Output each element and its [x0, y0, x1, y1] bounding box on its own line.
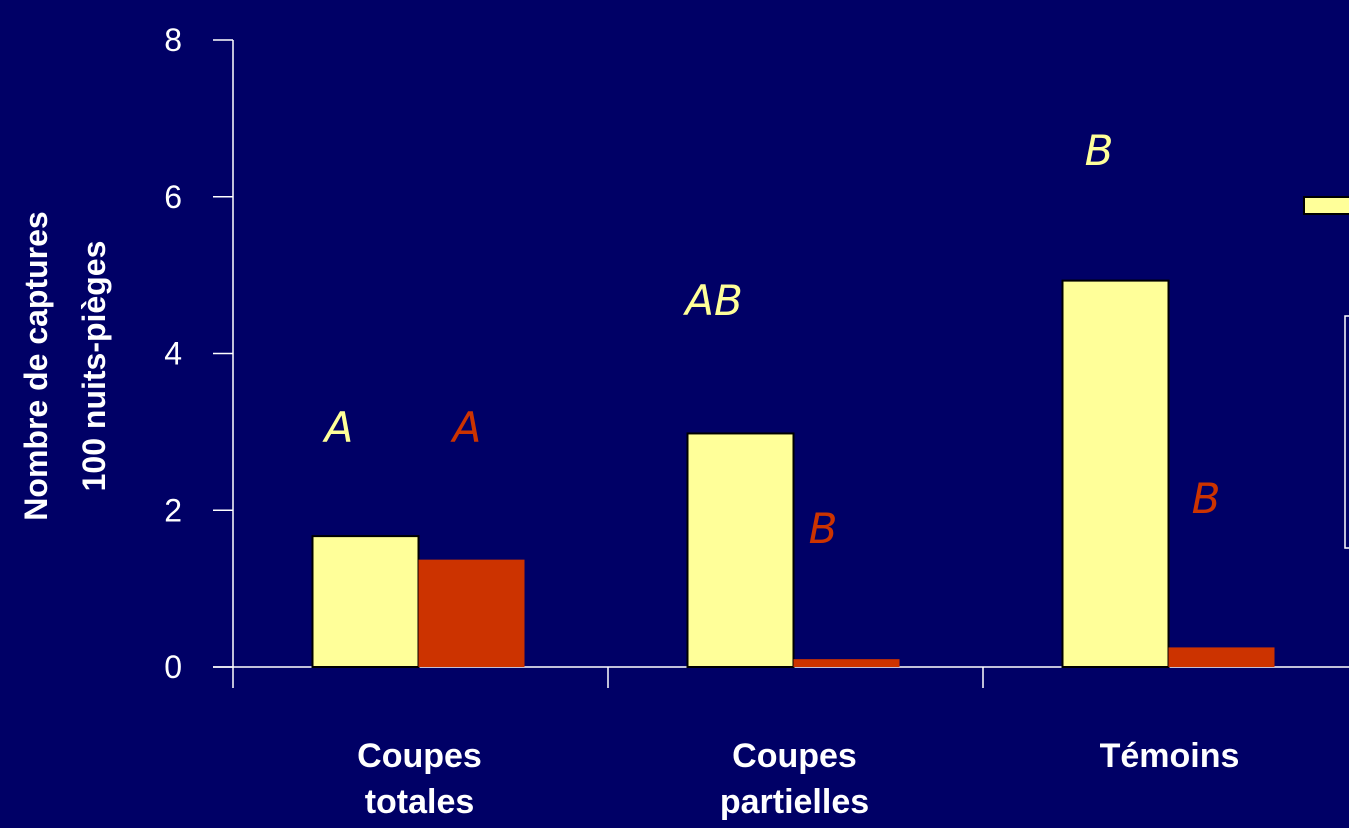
y-axis-title-line-2: 100 nuits-pièges [76, 241, 112, 492]
significance-letter: B [1085, 126, 1114, 175]
y-tick-label: 4 [164, 336, 182, 372]
y-axis-title-line-1: Nombre de captures [18, 211, 54, 520]
x-category-label: Coupes [732, 737, 857, 775]
x-category-label: Coupes [357, 737, 482, 775]
bar [794, 659, 900, 667]
x-category-label: partielles [720, 783, 869, 821]
bar [1169, 647, 1275, 667]
y-tick-label: 2 [164, 492, 182, 528]
y-axis-title: Nombre de captures 100 nuits-pièges [18, 211, 112, 520]
significance-letter: AB [682, 276, 743, 325]
legend-swatch-series-1 [1304, 197, 1349, 214]
bar [688, 433, 794, 667]
bars [313, 281, 1275, 667]
x-category-label: totales [365, 783, 475, 821]
y-tick-label: 0 [164, 649, 182, 685]
significance-letter: A [322, 403, 354, 452]
bar [419, 560, 525, 667]
bar [313, 536, 419, 667]
legend [1304, 197, 1349, 548]
y-tick-label: 6 [164, 179, 182, 215]
significance-letter: B [809, 504, 838, 553]
significance-letter: A [450, 403, 482, 452]
y-tick-label: 8 [164, 22, 182, 58]
x-category-label: Témoins [1100, 737, 1240, 775]
bar [1063, 281, 1169, 667]
legend-box [1345, 316, 1349, 548]
significance-letter: B [1192, 474, 1221, 523]
